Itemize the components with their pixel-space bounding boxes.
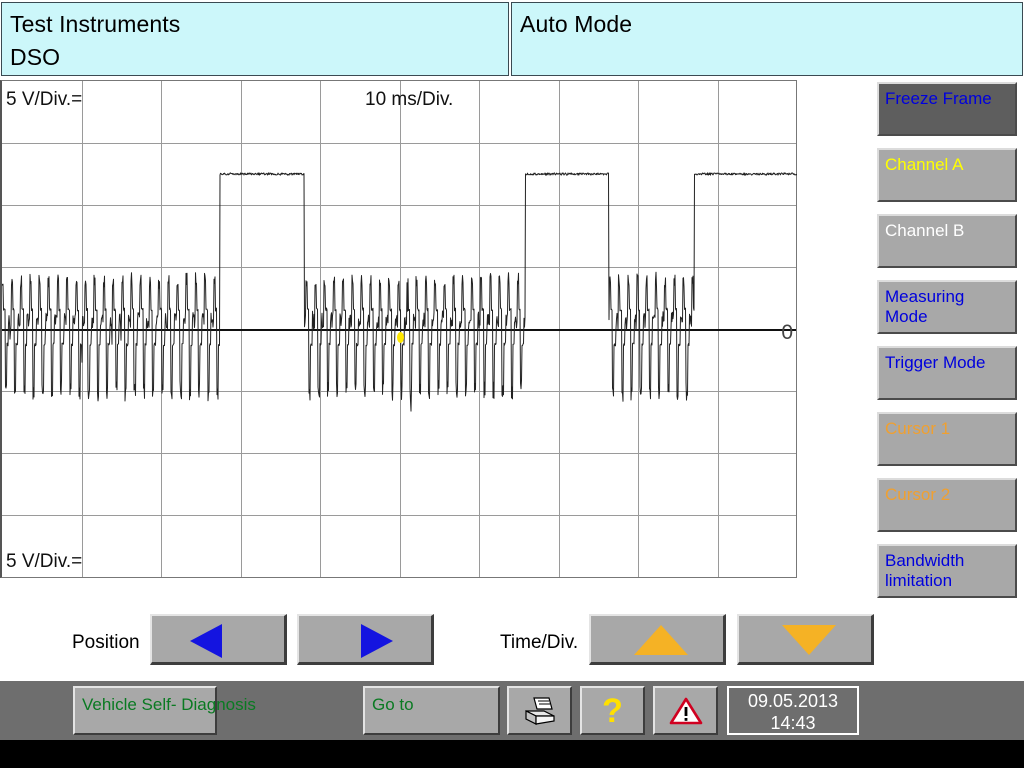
warning-triangle-icon [655,688,716,733]
volts-per-div-bottom-label: 5 V/Div.= [6,551,83,572]
position-left-button[interactable] [150,614,287,665]
rail-button-label: Trigger Mode [885,353,986,372]
mode-title: Auto Mode [520,11,633,37]
time-per-div-label: 10 ms/Div. [365,89,454,110]
rail-button-label: Freeze Frame [885,89,992,108]
rail-button-label: Mode [885,307,928,326]
bottom-toolbar: Vehicle Self- Diagnosis Go to [0,681,1024,740]
grid-line-horizontal [2,205,796,206]
rail-button-cursor-1[interactable]: Cursor 1 [877,412,1017,466]
rail-button-measuring-mode[interactable]: Measuring Mode [877,280,1017,334]
rail-button-label: Cursor 1 [885,419,951,438]
triangle-right-icon [361,624,393,658]
triangle-up-icon [634,625,688,655]
zero-level-marker: 0 [781,321,793,344]
oscilloscope-display[interactable]: 0 5 V/Div.= 10 ms/Div. 5 V/Div.= [0,80,797,578]
app-subtitle: DSO [10,44,61,70]
vehicle-self-diagnosis-line1: Vehicle Self- [82,695,177,714]
rail-button-label: Bandwidth [885,551,965,570]
rail-button-trigger-mode[interactable]: Trigger Mode [877,346,1017,400]
rail-button-label: limitation [885,571,953,590]
screen-bottom-filler [0,740,1024,768]
printer-icon [509,688,570,733]
grid-line-horizontal [2,515,796,516]
position-label: Position [72,632,140,653]
rail-button-bandwidth-limitation[interactable]: Bandwidth limitation [877,544,1017,598]
position-right-button[interactable] [297,614,434,665]
volts-per-div-top-label: 5 V/Div.= [6,89,83,110]
date-time-display: 09.05.2013 14:43 [727,686,859,735]
triangle-left-icon [190,624,222,658]
waveform-trace [2,172,797,412]
rail-button-freeze-frame[interactable]: Freeze Frame [877,82,1017,136]
time-div-up-button[interactable] [589,614,726,665]
current-time: 14:43 [770,713,816,733]
print-button[interactable] [507,686,572,735]
control-strip: Position Time/Div. [0,600,1024,681]
header-bar: Test Instruments DSO Auto Mode [0,0,1024,80]
question-mark-icon: ? [602,691,623,730]
function-button-rail: Freeze Frame Channel A Channel B Measuring M… [877,82,1019,676]
grid-line-horizontal [2,143,796,144]
grid-line-horizontal [2,267,796,268]
current-date: 09.05.2013 [747,691,839,711]
grid-line-horizontal [2,453,796,454]
warning-button[interactable] [653,686,718,735]
rail-button-label: Cursor 2 [885,485,951,504]
header-left-panel: Test Instruments DSO [1,2,509,76]
zero-baseline [2,329,796,331]
help-button[interactable]: ? [580,686,645,735]
rail-button-channel-b[interactable]: Channel B [877,214,1017,268]
time-div-down-button[interactable] [737,614,874,665]
triangle-down-icon [782,625,836,655]
vehicle-self-diagnosis-line2: Diagnosis [181,695,256,714]
grid-line-horizontal [2,391,796,392]
vehicle-self-diagnosis-button[interactable]: Vehicle Self- Diagnosis [73,686,256,735]
time-per-div-control-label: Time/Div. [500,632,579,653]
header-right-panel: Auto Mode [511,2,1023,76]
go-to-button[interactable]: Go to [363,686,500,735]
go-to-label: Go to [372,695,414,714]
trigger-marker [397,332,404,343]
app-title: Test Instruments [10,11,181,37]
rail-button-label: Channel B [885,221,965,240]
rail-button-label: Measuring [885,287,965,306]
rail-button-channel-a[interactable]: Channel A [877,148,1017,202]
rail-button-label: Channel A [885,155,964,174]
rail-button-cursor-2[interactable]: Cursor 2 [877,478,1017,532]
